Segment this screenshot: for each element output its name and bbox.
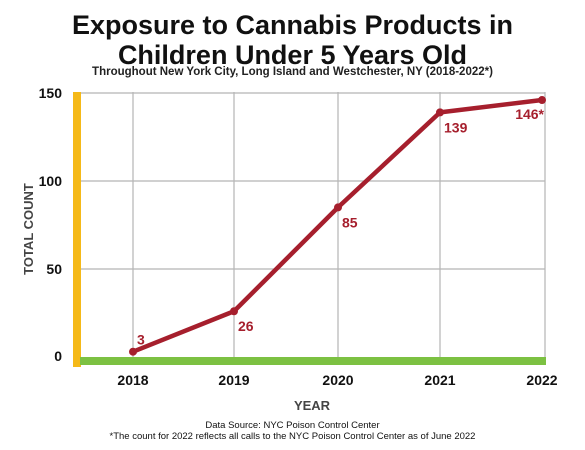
x-tick-label-2022: 2022 xyxy=(526,372,557,388)
chart-title: Exposure to Cannabis Products in Childre… xyxy=(0,10,585,70)
y-tick-label-0: 0 xyxy=(54,348,62,364)
x-tick-label-2018: 2018 xyxy=(117,372,148,388)
y-tick-label-100: 100 xyxy=(39,173,63,189)
data-point-2018 xyxy=(129,347,137,356)
data-label-2018: 3 xyxy=(137,332,145,348)
data-label-2021: 139 xyxy=(444,119,468,135)
x-axis-bar xyxy=(80,357,546,365)
x-tick-label-2020: 2020 xyxy=(322,372,353,388)
data-point-2019 xyxy=(230,307,238,316)
data-label-2019: 26 xyxy=(238,318,254,334)
y-axis-bar xyxy=(73,92,81,367)
chart-footer: Data Source: NYC Poison Control Center *… xyxy=(0,420,585,442)
data-point-2021 xyxy=(436,108,444,117)
y-tick-label-50: 50 xyxy=(46,261,62,277)
data-point-2020 xyxy=(334,203,342,212)
y-tick-label-150: 150 xyxy=(39,85,63,101)
x-tick-label-2021: 2021 xyxy=(424,372,455,388)
chart-title-line-2: Children Under 5 Years Old xyxy=(117,40,468,70)
chart-subtitle: Throughout New York City, Long Island an… xyxy=(92,66,493,78)
data-source-note: Data Source: NYC Poison Control Center xyxy=(205,420,380,431)
footnote: *The count for 2022 reflects all calls t… xyxy=(109,431,476,442)
x-tick-label-2019: 2019 xyxy=(218,372,249,388)
y-axis-title: TOTAL COUNT xyxy=(21,183,36,275)
data-point-2022 xyxy=(538,96,546,105)
data-label-2022: 146* xyxy=(515,106,544,122)
x-axis-title: YEAR xyxy=(294,398,331,413)
data-label-2020: 85 xyxy=(342,214,358,230)
chart-title-line-1: Exposure to Cannabis Products in xyxy=(71,10,514,40)
